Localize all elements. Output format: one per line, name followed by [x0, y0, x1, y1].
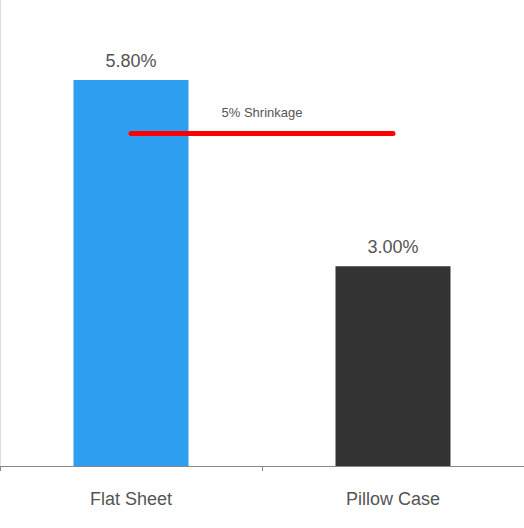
svg-text:Flat Sheet: Flat Sheet: [90, 489, 172, 509]
svg-text:Pillow Case: Pillow Case: [346, 489, 440, 509]
svg-text:5% Shrinkage: 5% Shrinkage: [222, 105, 303, 120]
svg-text:5.80%: 5.80%: [105, 51, 156, 71]
svg-text:3.00%: 3.00%: [367, 237, 418, 257]
